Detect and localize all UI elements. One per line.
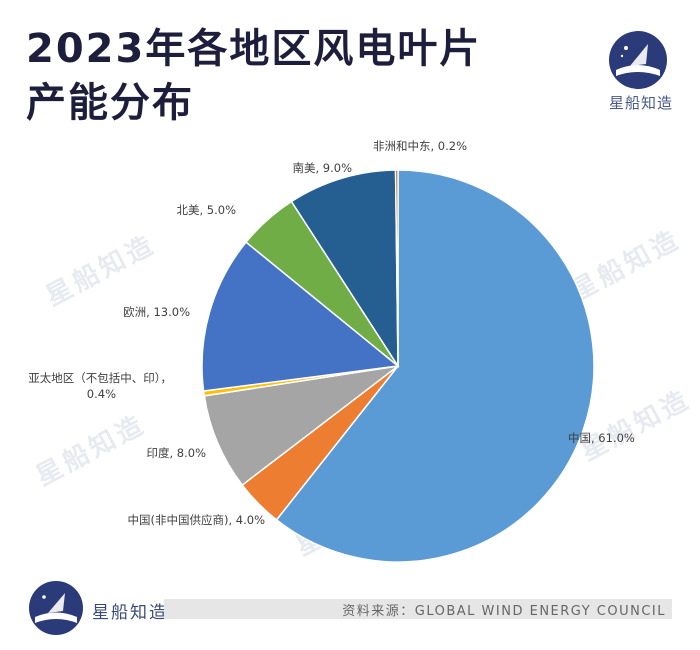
pie-slice	[275, 169, 595, 563]
pie-chart: 中国, 61.0% 中国(非中国供应商), 4.0% 印度, 8.0% 亚太地区（不包…	[28, 139, 635, 563]
chart-title-line2: 产能分布	[26, 80, 194, 126]
slice-label: 非洲和中东, 0.2%	[373, 139, 467, 153]
pie-slice	[290, 169, 399, 369]
pie-slice	[201, 241, 400, 392]
slice-label: 亚太地区（不包括中、印）， 0.4%	[28, 371, 172, 401]
brand-name-top: 星船知造	[608, 94, 673, 112]
brand-logo-footer-icon	[29, 581, 83, 635]
source-text: 资料来源：GLOBAL WIND ENERGY COUNCIL	[342, 604, 666, 619]
pie-slice	[394, 169, 399, 367]
brand-logo-icon	[609, 31, 667, 89]
slice-label: 北美, 5.0%	[176, 203, 236, 217]
chart-title-line1: 2023年各地区风电叶片	[26, 26, 482, 72]
chart-title: 2023年各地区风电叶片 产能分布	[26, 22, 546, 130]
slice-label: 欧洲, 13.0%	[123, 305, 190, 319]
slice-label: 中国, 61.0%	[568, 431, 635, 445]
brand-name-footer: 星船知造	[92, 603, 168, 623]
pie-slice	[203, 365, 399, 487]
slice-label: 印度, 8.0%	[146, 446, 206, 460]
slice-label: 中国(非中国供应商), 4.0%	[128, 513, 266, 527]
slice-label: 南美, 9.0%	[292, 161, 352, 175]
source-bar	[164, 599, 672, 619]
